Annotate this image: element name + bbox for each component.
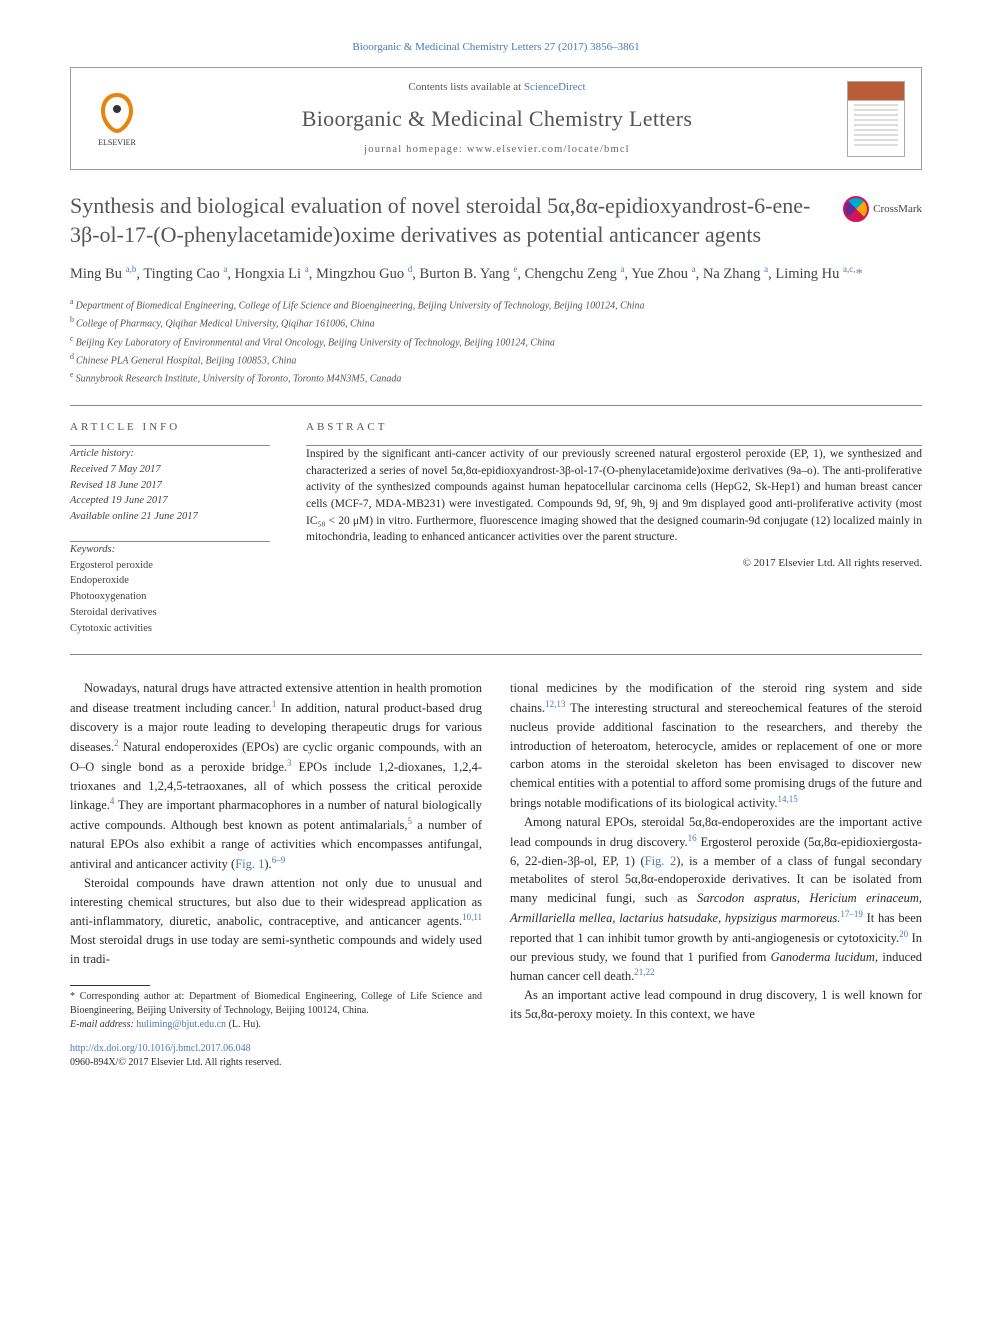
contents-prefix: Contents lists available at [408,81,523,93]
affiliation-item: dChinese PLA General Hospital, Beijing 1… [70,351,922,368]
history-accepted: Accepted 19 June 2017 [70,495,168,506]
article-info-column: ARTICLE INFO Article history: Received 7… [70,420,270,637]
crossmark-icon [843,196,869,222]
doi-block: http://dx.doi.org/10.1016/j.bmcl.2017.06… [70,1042,482,1070]
ref-10-11[interactable]: 10,11 [462,912,482,922]
issn-line: 0960-894X/© 2017 Elsevier Ltd. All right… [70,1057,281,1068]
history-revised: Revised 18 June 2017 [70,480,162,491]
body-col-left: Nowadays, natural drugs have attracted e… [70,679,482,1069]
ref-20[interactable]: 20 [899,929,908,939]
contents-available: Contents lists available at ScienceDirec… [147,80,847,95]
email-label: E-mail address: [70,1019,136,1030]
affiliation-item: cBeijing Key Laboratory of Environmental… [70,333,922,350]
affiliation-item: aDepartment of Biomedical Engineering, C… [70,296,922,313]
journal-cover-thumbnail [847,81,905,157]
body-para-2: Steroidal compounds have drawn attention… [70,874,482,969]
footnotes: * Corresponding author at: Department of… [70,990,482,1032]
homepage-url[interactable]: www.elsevier.com/locate/bmcl [467,144,630,155]
history-online: Available online 21 June 2017 [70,511,198,522]
crossmark-label: CrossMark [873,202,922,216]
fig1-ref[interactable]: Fig. 1 [235,857,264,871]
citation-line: Bioorganic & Medicinal Chemistry Letters… [70,40,922,55]
t: Most steroidal drugs in use today are se… [70,933,482,966]
affiliation-list: aDepartment of Biomedical Engineering, C… [70,296,922,387]
email-paren: (L. Hu). [226,1019,261,1030]
title-text: Synthesis and biological evaluation of n… [70,193,810,247]
ref-6-9[interactable]: 6–9 [272,855,286,865]
ref-12-13[interactable]: 12,13 [545,699,565,709]
journal-homepage: journal homepage: www.elsevier.com/locat… [147,143,847,158]
journal-header: ELSEVIER Contents lists available at Sci… [70,67,922,170]
email-link[interactable]: huliming@bjut.edu.cn [136,1019,226,1030]
sciencedirect-link[interactable]: ScienceDirect [524,81,586,93]
t: Steroidal compounds have drawn attention… [70,876,482,929]
affiliation-item: bCollege of Pharmacy, Qiqihar Medical Un… [70,314,922,331]
journal-title: Bioorganic & Medicinal Chemistry Letters [147,104,847,135]
body-para-5: As an important active lead compound in … [510,986,922,1024]
corresponding-author: * Corresponding author at: Department of… [70,990,482,1018]
divider-bottom [70,654,922,655]
t: The interesting structural and stereoche… [510,701,922,810]
body-columns: Nowadays, natural drugs have attracted e… [70,679,922,1069]
body-col-right: tional medicines by the modification of … [510,679,922,1069]
abstract-column: ABSTRACT Inspired by the significant ant… [306,420,922,637]
article-history: Article history: Received 7 May 2017 Rev… [70,446,270,525]
homepage-label: journal homepage: [364,144,467,155]
article-info-heading: ARTICLE INFO [70,420,270,435]
info-abstract-row: ARTICLE INFO Article history: Received 7… [70,406,922,655]
body-para-1: Nowadays, natural drugs have attracted e… [70,679,482,873]
body-para-3: tional medicines by the modification of … [510,679,922,813]
doi-link[interactable]: http://dx.doi.org/10.1016/j.bmcl.2017.06… [70,1043,251,1054]
ref-14-15[interactable]: 14,15 [778,794,798,804]
keywords-list: Ergosterol peroxideEndoperoxidePhotooxyg… [70,560,157,634]
ref-17-19[interactable]: 17–19 [840,909,863,919]
ref-16[interactable]: 16 [688,833,697,843]
fig2-ref[interactable]: Fig. 2 [645,854,677,868]
history-received: Received 7 May 2017 [70,464,161,475]
footnote-rule [70,985,150,986]
keywords-label: Keywords: [70,542,270,558]
keywords-block: Keywords: Ergosterol peroxideEndoperoxid… [70,542,270,637]
ref-21-22[interactable]: 21,22 [634,967,654,977]
crossmark-badge[interactable]: CrossMark [843,196,922,222]
author-list: Ming Bu a,b, Tingting Cao a, Hongxia Li … [70,263,922,286]
body-para-4: Among natural EPOs, steroidal 5α,8α-endo… [510,813,922,986]
elsevier-name: ELSEVIER [98,137,136,148]
abstract-copyright: © 2017 Elsevier Ltd. All rights reserved… [306,556,922,571]
history-label: Article history: [70,446,270,462]
abstract-text: Inspired by the significant anti-cancer … [306,446,922,546]
ganoderma-name: Ganoderma lucidum [771,950,875,964]
abstract-heading: ABSTRACT [306,420,922,435]
elsevier-logo: ELSEVIER [87,84,147,154]
article-title: Synthesis and biological evaluation of n… [70,192,922,249]
affiliation-item: eSunnybrook Research Institute, Universi… [70,369,922,386]
corresponding-email: E-mail address: huliming@bjut.edu.cn (L.… [70,1018,482,1032]
t: ). [264,857,271,871]
